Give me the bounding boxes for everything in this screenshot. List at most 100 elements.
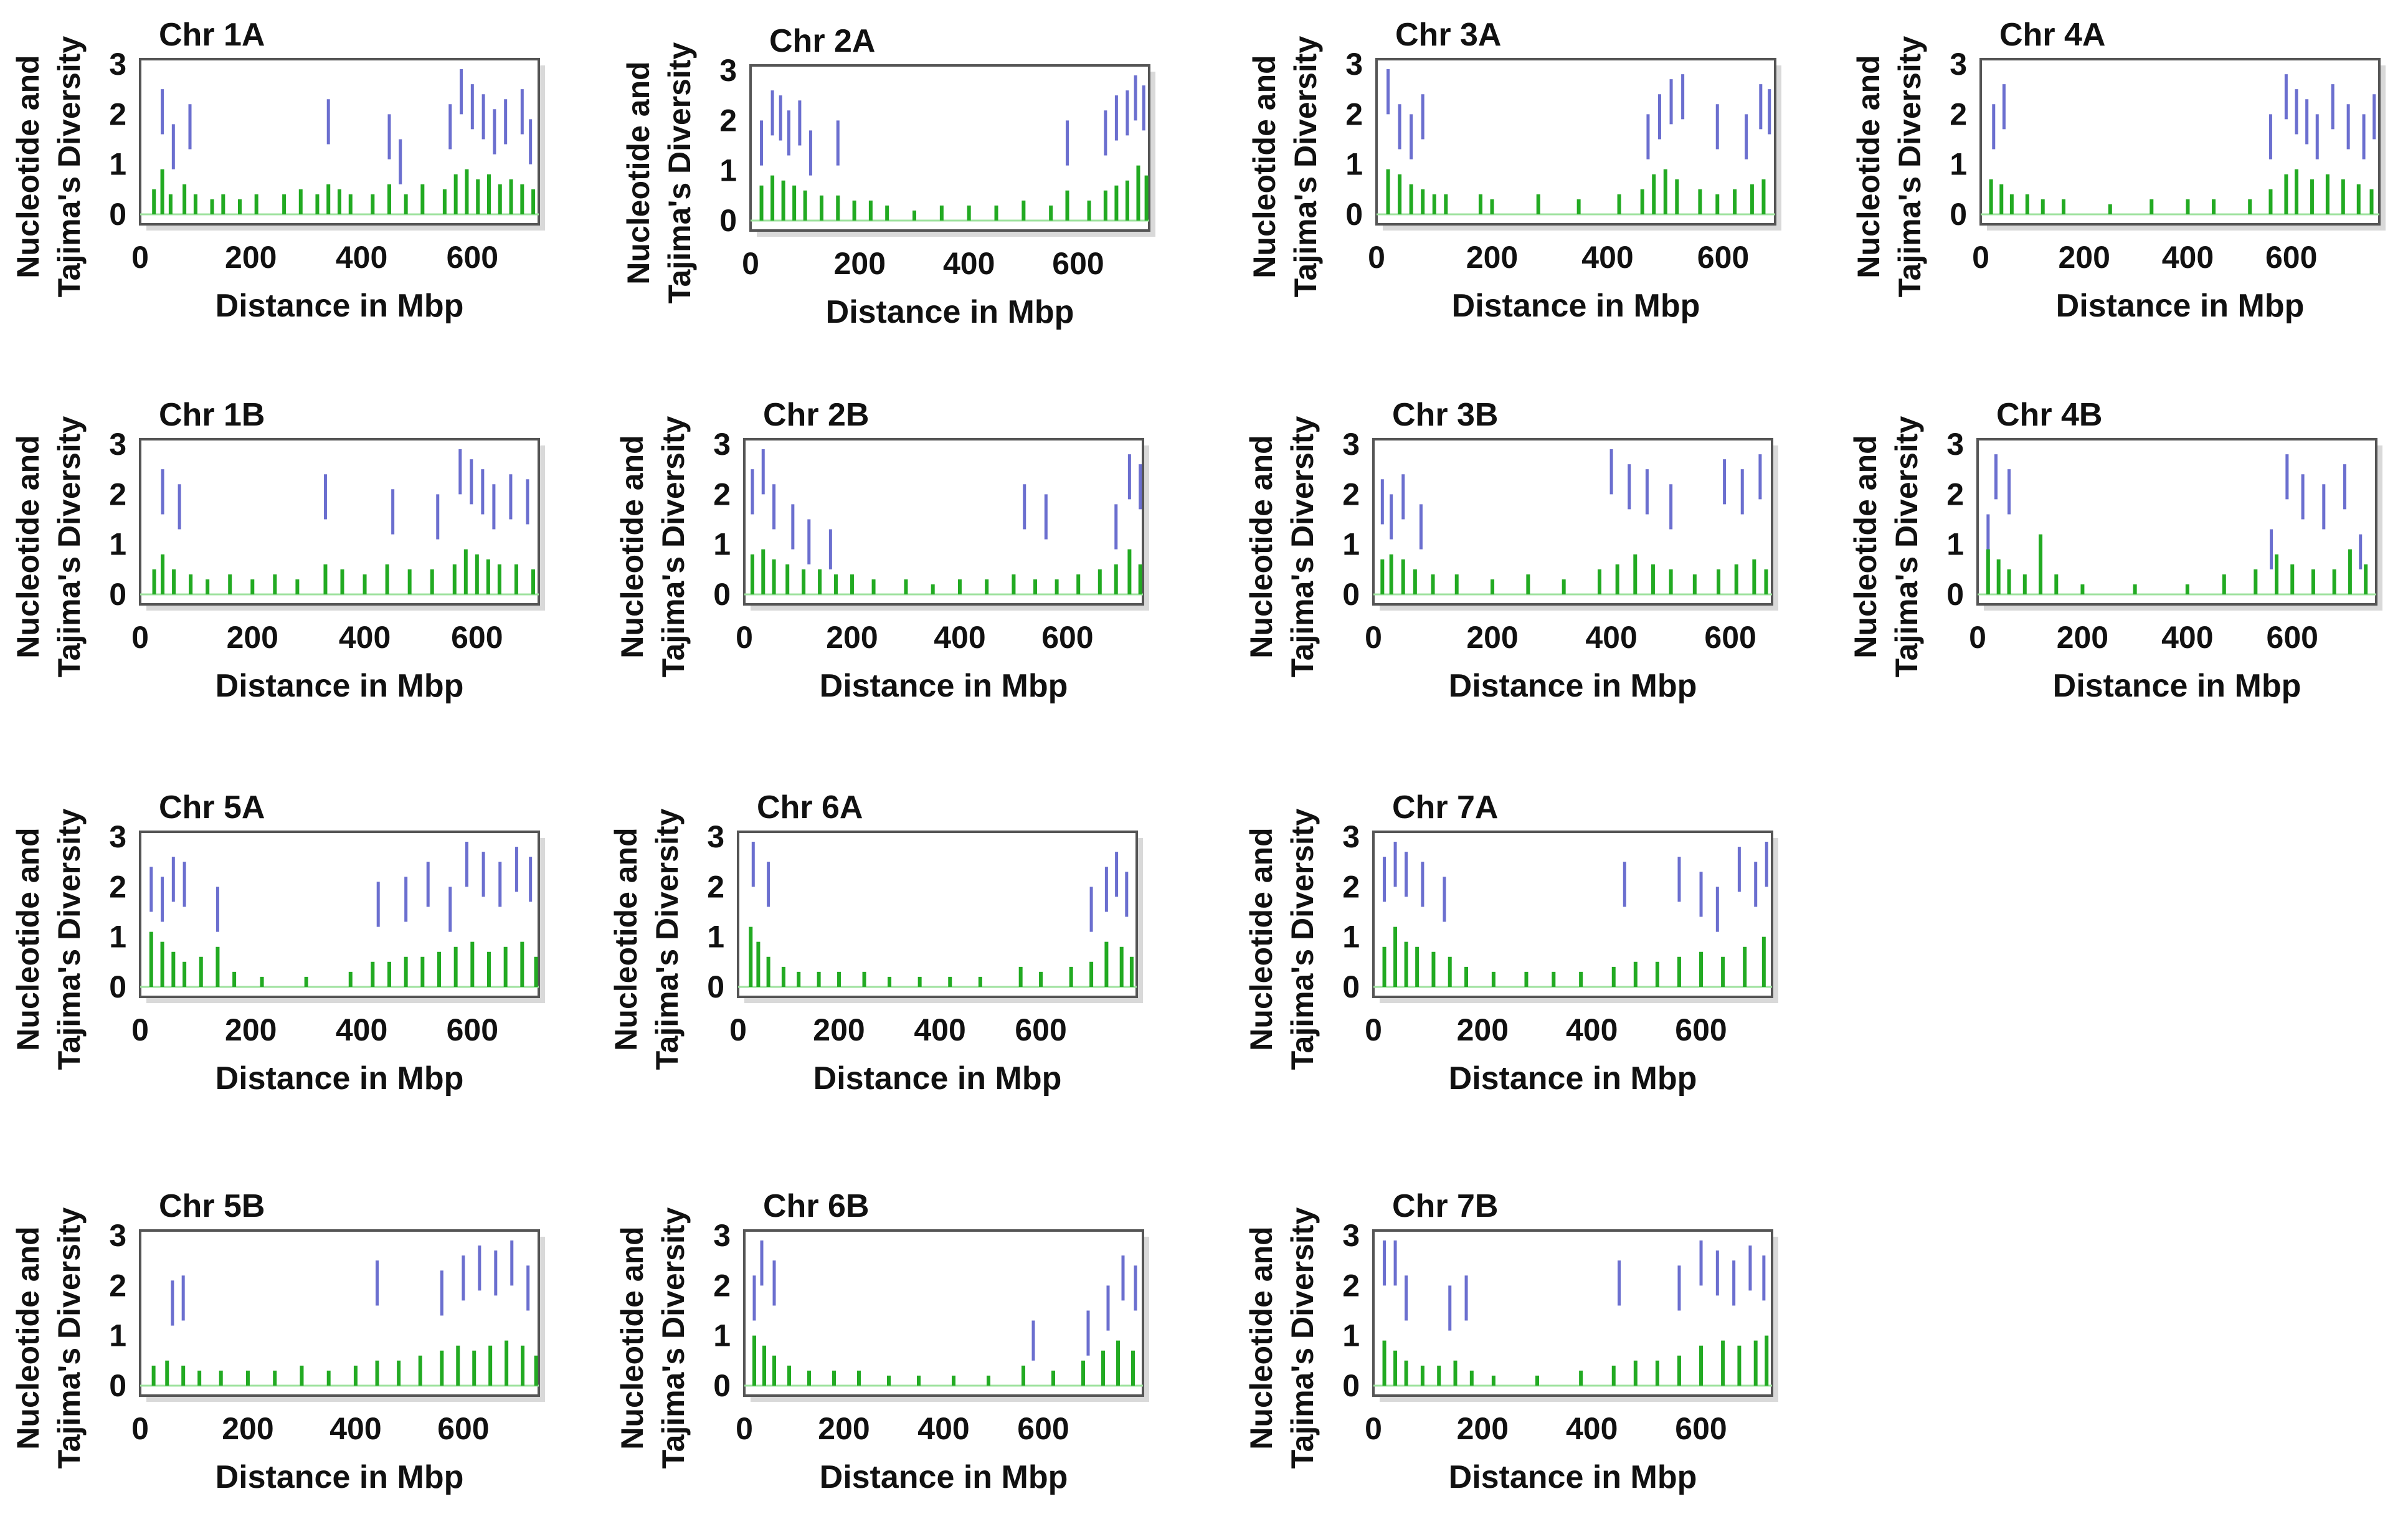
x-tick-label: 0 (131, 620, 149, 655)
x-tick-label: 400 (914, 1012, 965, 1047)
y-axis-label-line2: Tajima's Diversity (1892, 36, 1927, 298)
chart-title: Chr 5B (159, 1188, 265, 1224)
chart-title: Chr 2B (763, 397, 869, 433)
chart-panel-chr-3b: Chr 3B Nucleotide and Tajima's Diversity 0 1… (1233, 380, 1819, 723)
x-tick-label: 400 (339, 620, 391, 655)
x-tick-label: 600 (1017, 1411, 1069, 1446)
x-tick-label: 200 (1466, 240, 1518, 275)
x-axis-label: Distance in Mbp (216, 1459, 464, 1495)
y-axis-label-line2: Tajima's Diversity (52, 809, 87, 1070)
chart-title: Chr 7B (1392, 1188, 1498, 1224)
y-tick-label: 2 (109, 869, 126, 904)
x-tick-label: 600 (2267, 620, 2318, 655)
chart-svg: Chr 1A Nucleotide and Tajima's Diversity 0 1… (11, 17, 545, 324)
x-tick-label: 400 (1585, 620, 1637, 655)
chart-panel-chr-5a: Chr 5A Nucleotide and Tajima's Diversity 0 1… (0, 773, 585, 1115)
chart-panel-chr-1a: Chr 1A Nucleotide and Tajima's Diversity 0 1… (0, 0, 585, 343)
x-tick-label: 0 (131, 1411, 149, 1446)
x-tick-label: 0 (736, 620, 753, 655)
y-tick-label: 2 (713, 1268, 731, 1303)
x-tick-label: 200 (2059, 240, 2110, 275)
chart-panel-chr-2b: Chr 2B Nucleotide and Tajima's Diversity 0 1… (604, 380, 1190, 723)
x-tick-label: 0 (1365, 1411, 1382, 1446)
x-tick-label: 0 (1969, 620, 1986, 655)
y-tick-label: 3 (1342, 427, 1360, 462)
x-tick-label: 0 (736, 1411, 753, 1446)
y-tick-label: 1 (1342, 920, 1360, 955)
y-tick-label: 3 (713, 1218, 731, 1253)
y-tick-label: 1 (109, 147, 126, 182)
chart-svg: Chr 7B Nucleotide and Tajima's Diversity 0 1… (1244, 1188, 1778, 1495)
x-tick-label: 0 (131, 240, 149, 275)
x-tick-label: 400 (336, 240, 387, 275)
chart-title: Chr 7A (1392, 789, 1498, 826)
x-tick-label: 200 (1466, 620, 1518, 655)
x-tick-label: 600 (447, 240, 498, 275)
y-tick-label: 2 (109, 97, 126, 131)
y-axis-label-line1: Nucleotide and (11, 1226, 45, 1449)
plot-frame (1372, 831, 1773, 998)
y-axis-label-line2: Tajima's Diversity (52, 1207, 87, 1469)
x-tick-label: 600 (1675, 1012, 1727, 1047)
y-axis-label-line2: Tajima's Diversity (1288, 36, 1323, 298)
x-axis-label: Distance in Mbp (1449, 1060, 1697, 1097)
chart-title: Chr 2A (769, 23, 875, 59)
y-axis-label-line1: Nucleotide and (615, 1226, 650, 1449)
x-tick-label: 600 (451, 620, 503, 655)
y-tick-label: 1 (707, 920, 724, 955)
chart-svg: Chr 2B Nucleotide and Tajima's Diversity 0 1… (615, 397, 1149, 704)
y-tick-label: 2 (719, 103, 737, 138)
y-axis-label-line2: Tajima's Diversity (1285, 809, 1320, 1070)
x-axis-label: Distance in Mbp (1449, 1459, 1697, 1495)
y-tick-label: 1 (109, 527, 126, 562)
chart-panel-chr-4a: Chr 4A Nucleotide and Tajima's Diversity 0 1… (1841, 0, 2408, 343)
x-tick-label: 600 (1675, 1411, 1727, 1446)
y-tick-label: 3 (1345, 47, 1363, 82)
chart-svg: Chr 6B Nucleotide and Tajima's Diversity 0 1… (615, 1188, 1149, 1495)
chart-svg: Chr 5B Nucleotide and Tajima's Diversity 0 1… (11, 1188, 545, 1495)
x-axis-label: Distance in Mbp (216, 288, 464, 324)
x-tick-label: 400 (1581, 240, 1633, 275)
chart-svg: Chr 1B Nucleotide and Tajima's Diversity 0 1… (11, 397, 545, 704)
y-tick-label: 0 (1342, 1368, 1360, 1403)
x-tick-label: 600 (1041, 620, 1093, 655)
x-tick-label: 200 (1457, 1012, 1509, 1047)
y-tick-label: 2 (1342, 1268, 1360, 1303)
x-tick-label: 400 (2162, 240, 2214, 275)
chart-title: Chr 1B (159, 397, 265, 433)
x-tick-label: 400 (943, 246, 995, 281)
x-axis-label: Distance in Mbp (216, 668, 464, 704)
plot-frame (1976, 438, 2377, 606)
y-tick-label: 3 (1342, 819, 1360, 854)
x-tick-label: 200 (225, 240, 277, 275)
y-axis-label-line1: Nucleotide and (11, 435, 45, 658)
x-tick-label: 600 (437, 1411, 489, 1446)
chart-panel-chr-4b: Chr 4B Nucleotide and Tajima's Diversity 0 1… (1837, 380, 2408, 723)
plot-frame (743, 1229, 1144, 1397)
y-axis-label-line2: Tajima's Diversity (52, 416, 87, 678)
chart-title: Chr 1A (159, 17, 265, 53)
x-axis-label: Distance in Mbp (1452, 288, 1700, 324)
x-tick-label: 0 (729, 1012, 747, 1047)
x-tick-label: 400 (329, 1411, 381, 1446)
x-tick-label: 200 (222, 1411, 273, 1446)
chart-title: Chr 6A (757, 789, 863, 826)
plot-frame (1372, 1229, 1773, 1397)
x-tick-label: 200 (227, 620, 278, 655)
plot-frame (749, 64, 1150, 232)
chart-panel-chr-6a: Chr 6A Nucleotide and Tajima's Diversity 0 1… (598, 773, 1183, 1115)
y-tick-label: 1 (109, 1318, 126, 1353)
y-tick-label: 0 (1950, 197, 1967, 232)
chart-svg: Chr 3B Nucleotide and Tajima's Diversity 0 1… (1244, 397, 1778, 704)
x-tick-label: 400 (934, 620, 985, 655)
y-tick-label: 0 (109, 577, 126, 612)
y-axis-label-line2: Tajima's Diversity (1285, 416, 1320, 678)
y-tick-label: 3 (1946, 427, 1964, 462)
y-axis-label-line2: Tajima's Diversity (52, 36, 87, 298)
plot-frame (1372, 438, 1773, 606)
y-tick-label: 1 (1950, 147, 1967, 182)
chart-panel-chr-7b: Chr 7B Nucleotide and Tajima's Diversity 0 1… (1233, 1171, 1819, 1514)
chart-svg: Chr 2A Nucleotide and Tajima's Diversity 0 1… (621, 23, 1155, 330)
x-tick-label: 200 (834, 246, 886, 281)
y-tick-label: 0 (713, 577, 731, 612)
